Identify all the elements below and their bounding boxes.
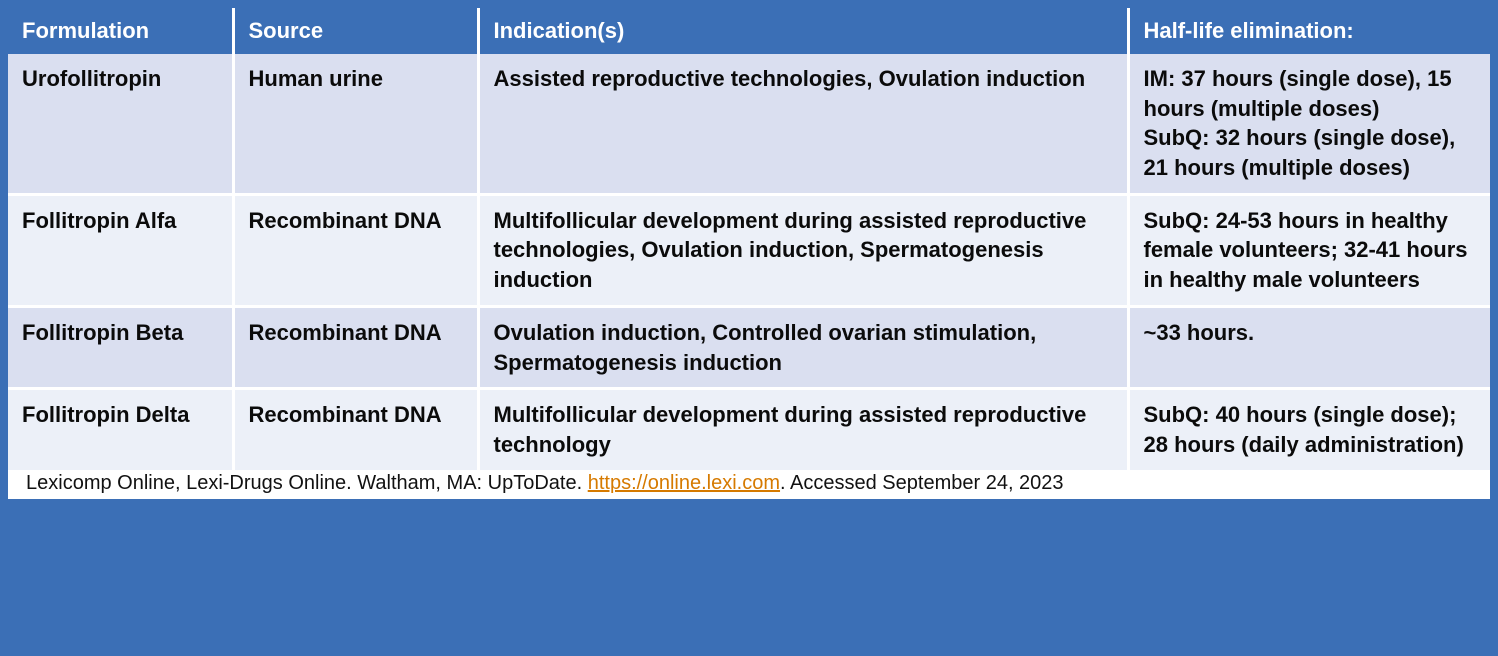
table-card: Formulation Source Indication(s) Half-li… — [8, 8, 1490, 499]
drug-table: Formulation Source Indication(s) Half-li… — [8, 8, 1490, 470]
table-header-row: Formulation Source Indication(s) Half-li… — [8, 8, 1490, 54]
citation-line: Lexicomp Online, Lexi-Drugs Online. Walt… — [8, 470, 1490, 499]
table-row: Urofollitropin Human urine Assisted repr… — [8, 54, 1490, 194]
col-header-source: Source — [233, 8, 478, 54]
col-header-formulation: Formulation — [8, 8, 233, 54]
cell-formulation: Follitropin Alfa — [8, 194, 233, 306]
cell-source: Recombinant DNA — [233, 194, 478, 306]
table-row: Follitropin Delta Recombinant DNA Multif… — [8, 389, 1490, 470]
cell-halflife: SubQ: 24-53 hours in healthy female volu… — [1128, 194, 1490, 306]
citation-link[interactable]: https://online.lexi.com — [588, 472, 780, 494]
cell-formulation: Follitropin Beta — [8, 306, 233, 388]
cell-indication: Multifollicular development during assis… — [478, 389, 1128, 470]
col-header-halflife: Half-life elimination: — [1128, 8, 1490, 54]
table-row: Follitropin Beta Recombinant DNA Ovulati… — [8, 306, 1490, 388]
cell-halflife: SubQ: 40 hours (single dose); 28 hours (… — [1128, 389, 1490, 470]
cell-formulation: Urofollitropin — [8, 54, 233, 194]
cell-source: Recombinant DNA — [233, 389, 478, 470]
cell-indication: Assisted reproductive technologies, Ovul… — [478, 54, 1128, 194]
col-header-indication: Indication(s) — [478, 8, 1128, 54]
citation-prefix: Lexicomp Online, Lexi-Drugs Online. Walt… — [26, 472, 588, 494]
table-row: Follitropin Alfa Recombinant DNA Multifo… — [8, 194, 1490, 306]
cell-indication: Ovulation induction, Controlled ovarian … — [478, 306, 1128, 388]
cell-indication: Multifollicular development during assis… — [478, 194, 1128, 306]
cell-source: Human urine — [233, 54, 478, 194]
cell-source: Recombinant DNA — [233, 306, 478, 388]
cell-formulation: Follitropin Delta — [8, 389, 233, 470]
cell-halflife: ~33 hours. — [1128, 306, 1490, 388]
cell-halflife: IM: 37 hours (single dose), 15 hours (mu… — [1128, 54, 1490, 194]
citation-suffix: . Accessed September 24, 2023 — [780, 472, 1064, 494]
